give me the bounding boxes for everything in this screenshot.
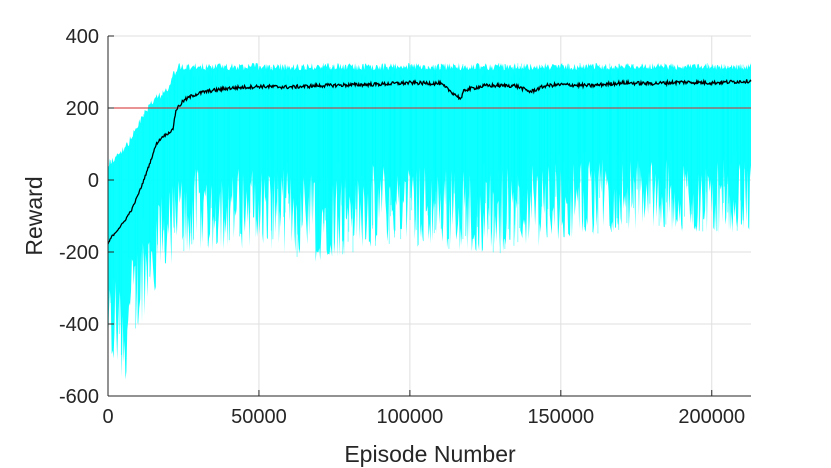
x-tick-label: 200000 [678, 406, 745, 428]
y-tick-labels: -600 -400 -200 0 200 400 [59, 26, 99, 408]
y-tick-label: -200 [59, 242, 99, 264]
y-tick-label: -600 [59, 386, 99, 408]
y-tick-label: -400 [59, 314, 99, 336]
x-axis-label: Episode Number [344, 441, 516, 467]
episode-reward-fill [108, 63, 751, 380]
y-tick-label: 0 [88, 170, 99, 192]
average-reward-polyline [107, 78, 752, 245]
episode-reward-band [108, 63, 751, 380]
y-tick-label: 200 [66, 98, 99, 120]
y-tick-label: 400 [66, 26, 99, 48]
average-reward-line [107, 78, 752, 245]
axes [107, 35, 751, 397]
x-tick-label: 150000 [527, 406, 594, 428]
x-tick-labels: 0 50000 100000 150000 200000 [102, 406, 745, 428]
x-tick-label: 100000 [377, 406, 444, 428]
y-axis-label: Reward [21, 176, 47, 255]
x-tick-label: 0 [102, 406, 113, 428]
x-tick-label: 50000 [231, 406, 287, 428]
